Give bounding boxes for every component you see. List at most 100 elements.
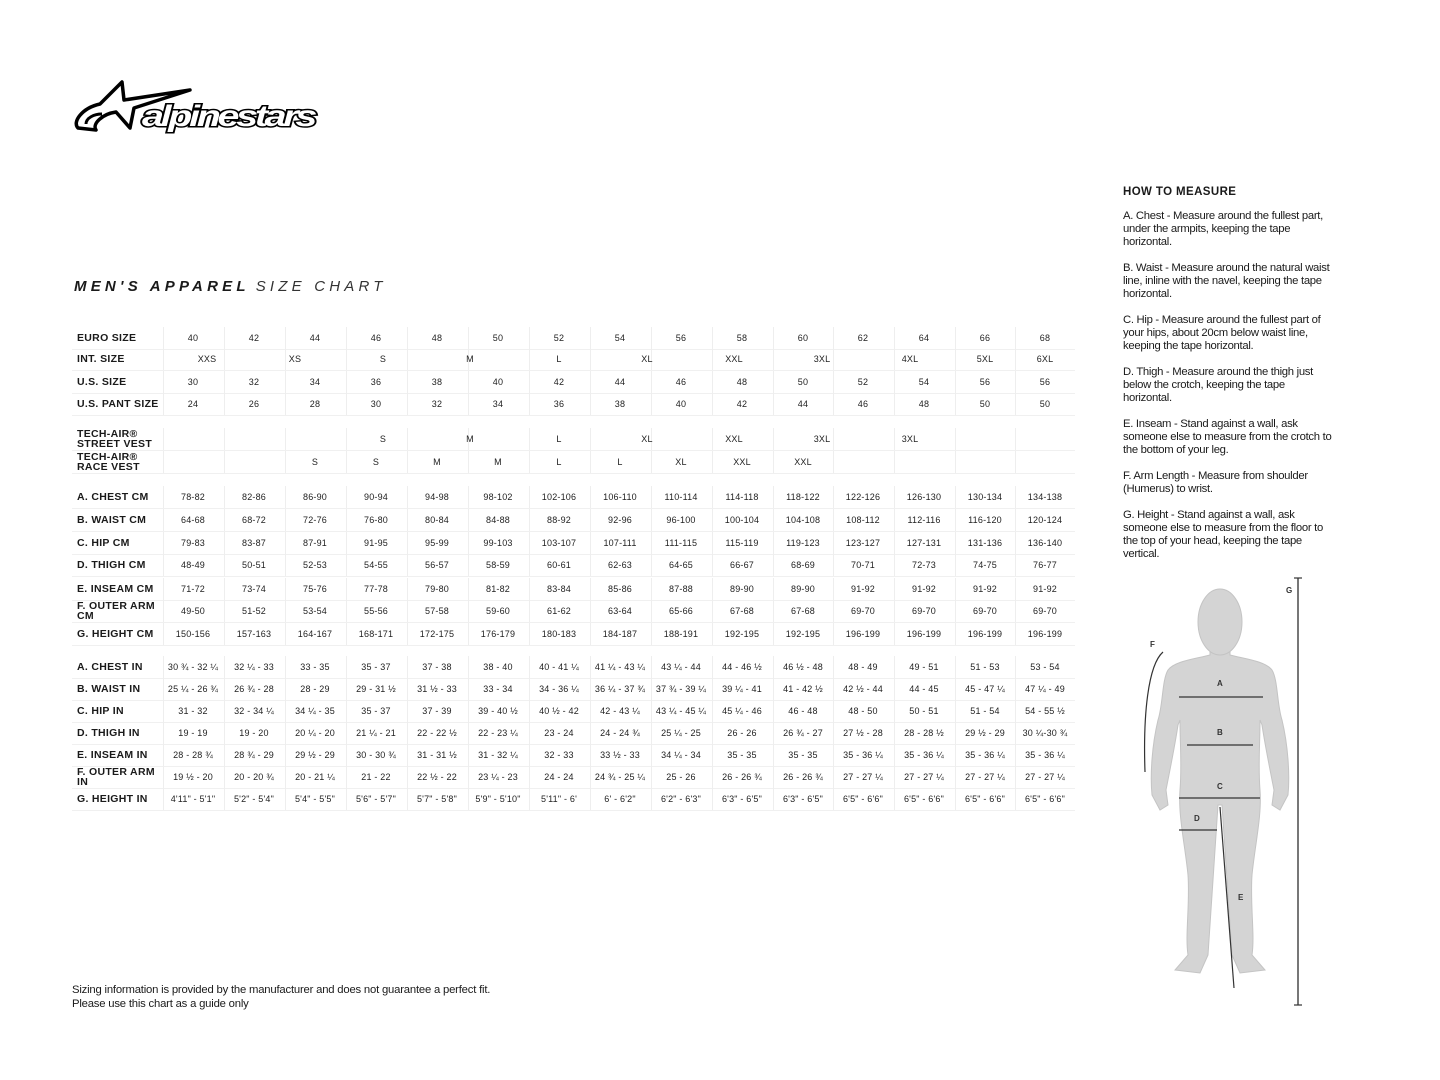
column-divider [1015,788,1016,810]
column-divider [529,428,530,450]
table-cell: 25 - 26 [666,772,696,782]
column-divider [955,700,956,722]
column-divider [712,532,713,554]
table-cell: 33 ½ - 33 [600,750,640,760]
table-cell: 168-171 [358,629,394,639]
table-cell: 56 [675,333,687,343]
table-cell: 38 [614,399,626,409]
column-divider [346,554,347,576]
column-divider [224,451,225,473]
column-divider [894,451,895,473]
table-cell: 44 [614,377,626,387]
table-cell: 51-52 [241,606,267,616]
table-cell: 36 ¼ - 37 ¾ [594,684,646,694]
table-cell: 157-163 [236,629,272,639]
column-divider [407,623,408,645]
column-divider [285,578,286,600]
row-label: TECH-AIR® STREET VEST [77,428,153,450]
column-divider [163,554,164,576]
column-divider [955,532,956,554]
column-divider [529,509,530,531]
column-divider [590,509,591,531]
row-label: F. OUTER ARM CM [77,600,155,622]
column-divider [224,656,225,678]
column-divider [712,600,713,622]
row-label: F. OUTER ARM IN [77,766,155,788]
column-divider [1015,623,1016,645]
table-cell: 26 - 26 ¾ [722,772,762,782]
column-divider [955,744,956,766]
column-divider [955,327,956,349]
column-divider [1015,722,1016,744]
column-divider [285,393,286,415]
column-divider [529,371,530,393]
table-cell: 68-69 [790,560,816,570]
column-divider [712,722,713,744]
column-divider [468,788,469,810]
table-cell: 75-76 [302,584,328,594]
column-divider [651,554,652,576]
table-cell: 27 ½ - 28 [843,728,883,738]
column-divider [955,451,956,473]
column-divider [346,722,347,744]
table-cell: 78-82 [180,492,206,502]
table-cell: 34 [492,399,504,409]
column-divider [407,327,408,349]
column-divider [955,623,956,645]
column-divider [285,788,286,810]
table-cell: 34 - 36 ¼ [539,684,579,694]
table-cell: 184-187 [602,629,638,639]
table-cell: 91-92 [850,584,876,594]
row-label: U.S. PANT SIZE [77,398,159,410]
column-divider [1015,656,1016,678]
column-divider [224,722,225,744]
table-cell: 37 - 38 [422,662,452,672]
column-divider [712,428,713,450]
column-divider [224,486,225,508]
column-divider [590,578,591,600]
column-divider [163,678,164,700]
column-divider [163,371,164,393]
table-cell: XL [641,354,653,364]
column-divider [833,554,834,576]
table-cell: 36 [553,399,565,409]
column-divider [163,486,164,508]
column-divider [407,766,408,788]
row-label: D. THIGH CM [77,559,146,571]
column-divider [651,327,652,349]
table-row: U.S. PANT SIZE 24 26 28 30 32 34 36 38 40 42 44 46 48… [72,393,1075,416]
column-divider [224,348,225,370]
table-cell: 71-72 [180,584,206,594]
column-divider [712,327,713,349]
column-divider [651,393,652,415]
table-cell: 35 - 37 [361,662,391,672]
column-divider [1015,678,1016,700]
column-divider [894,532,895,554]
table-cell: 82-86 [241,492,267,502]
table-cell: 80-84 [424,515,450,525]
label-a: A [1217,679,1223,688]
table-cell: L [617,457,623,467]
table-cell: 85-86 [607,584,633,594]
table-cell: 52-53 [302,560,328,570]
column-divider [1015,744,1016,766]
table-cell: 42 ½ - 44 [843,684,883,694]
column-divider [285,744,286,766]
column-divider [468,428,469,450]
table-cell: 50 [797,377,809,387]
column-divider [651,600,652,622]
column-divider [773,678,774,700]
column-divider [407,509,408,531]
table-cell: 68-72 [241,515,267,525]
column-divider [407,486,408,508]
table-cell: 91-92 [972,584,998,594]
column-divider [163,788,164,810]
column-divider [1015,451,1016,473]
table-cell: 46 [675,377,687,387]
column-divider [346,451,347,473]
table-cell: 22 - 22 ½ [417,728,457,738]
column-divider [1015,371,1016,393]
table-cell: 32 [248,377,260,387]
column-divider [1015,700,1016,722]
column-divider [1015,532,1016,554]
